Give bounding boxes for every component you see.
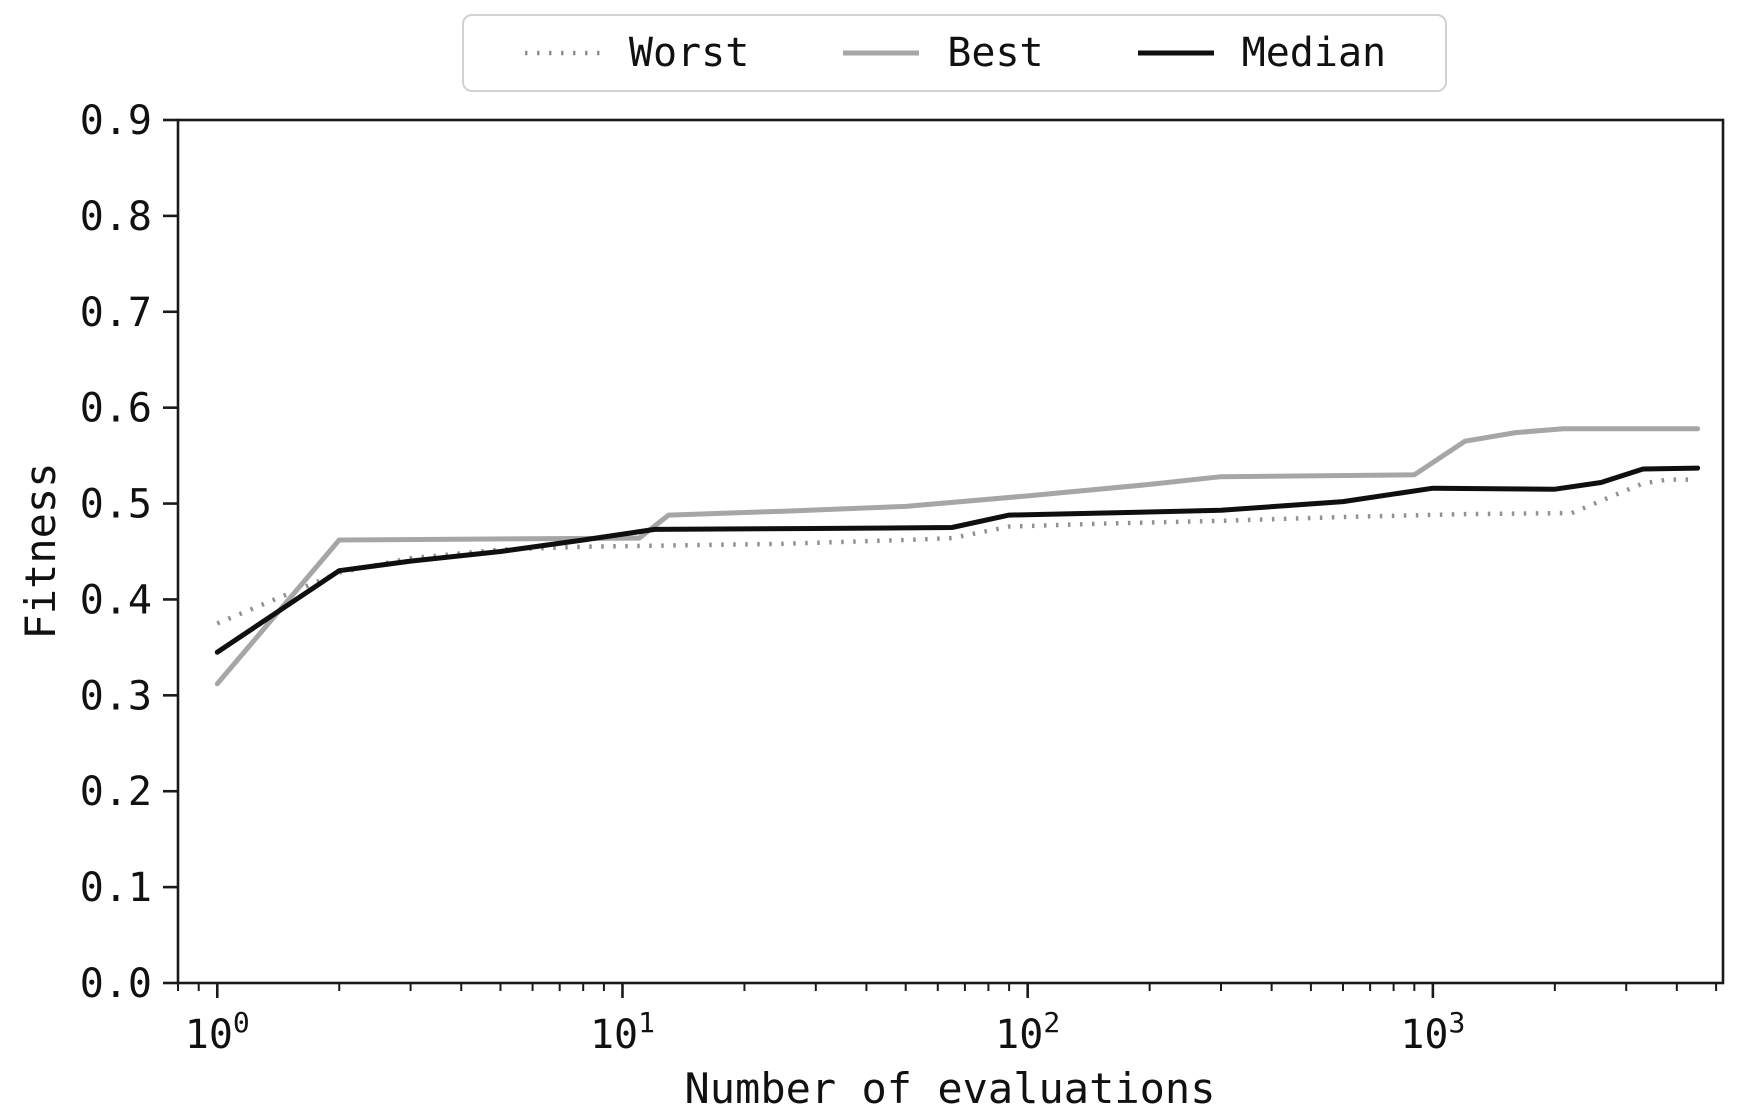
legend-item-worst: Worst	[523, 30, 749, 76]
y-tick-label: 0.1	[80, 865, 152, 911]
x-tick-label: 102	[995, 1006, 1060, 1058]
x-tick-label: 100	[185, 1006, 250, 1058]
legend-label: Median	[1241, 30, 1387, 76]
series-line-median	[214, 465, 1701, 655]
legend-item-best: Best	[841, 30, 1044, 76]
series-line-best	[214, 426, 1701, 687]
legend-line-sample-best	[843, 50, 920, 56]
x-axis-label: Number of evaluations	[684, 1064, 1215, 1113]
legend-line-sample-worst	[524, 50, 601, 56]
x-tick-label: 101	[590, 1006, 655, 1058]
legend-label: Best	[947, 30, 1044, 76]
y-tick-label: 0.8	[80, 194, 152, 240]
y-tick-label: 0.3	[80, 673, 152, 719]
plot-frame	[176, 118, 1725, 985]
series-line-worst	[216, 477, 1698, 626]
legend-label: Worst	[628, 30, 750, 76]
y-tick-label: 0.6	[80, 386, 152, 432]
y-axis-label: Fitness	[16, 462, 65, 639]
legend: Worst Best Median	[462, 14, 1447, 92]
y-tick-label: 0.7	[80, 290, 152, 336]
y-tick-label: 0.4	[80, 577, 152, 623]
legend-item-median: Median	[1136, 30, 1387, 76]
y-tick-label: 0.2	[80, 769, 152, 815]
y-tick-label: 0.5	[80, 482, 152, 528]
chart-generated-content: 100 101 102 103 0.0 0.1 0.2 0.3 0.4 0.5 0.6 0.7 0.8 0…	[80, 98, 1725, 1058]
legend-line-sample-median	[1137, 50, 1214, 56]
y-tick-label: 0.0	[80, 961, 152, 1007]
y-tick-label: 0.9	[80, 98, 152, 144]
x-tick-label: 103	[1400, 1006, 1465, 1058]
